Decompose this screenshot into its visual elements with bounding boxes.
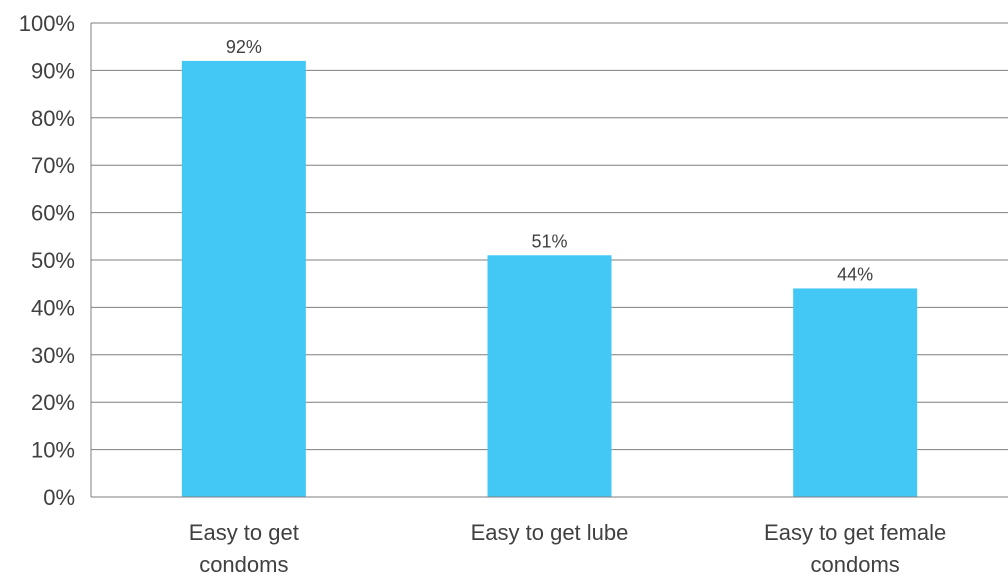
bar [487, 255, 612, 497]
x-axis-category-labels: Easy to get condoms Easy to get lube Easy t… [189, 520, 946, 574]
x-category-label-line: Easy to get lube [471, 520, 629, 545]
bar [181, 60, 306, 498]
y-tick-label: 100% [19, 11, 75, 36]
y-axis-tick-labels: 0% 10% 20% 30% 40% 50% 60% 70% 80% 90% 100% [19, 11, 75, 510]
y-tick-label: 60% [31, 201, 75, 226]
data-label: 44% [837, 264, 873, 284]
bar [793, 288, 918, 497]
data-labels: 92% 51% 44% [226, 37, 873, 285]
y-tick-label: 90% [31, 58, 75, 83]
y-tick-label: 40% [31, 295, 75, 320]
bars [181, 60, 918, 498]
x-category-label-line: condoms [199, 552, 288, 574]
y-tick-label: 20% [31, 390, 75, 415]
x-category-label: Easy to get lube [471, 520, 629, 545]
y-tick-label: 30% [31, 343, 75, 368]
y-tick-label: 70% [31, 153, 75, 178]
y-tick-label: 10% [31, 438, 75, 463]
data-label: 92% [226, 37, 262, 57]
y-tick-label: 0% [43, 485, 75, 510]
y-tick-label: 50% [31, 248, 75, 273]
y-tick-label: 80% [31, 106, 75, 131]
x-category-label-line: condoms [811, 552, 900, 574]
x-category-label: Easy to get condoms [189, 520, 299, 574]
x-category-label: Easy to get female condoms [764, 520, 946, 574]
data-label: 51% [531, 231, 567, 251]
x-category-label-line: Easy to get female [764, 520, 946, 545]
x-category-label-line: Easy to get [189, 520, 299, 545]
